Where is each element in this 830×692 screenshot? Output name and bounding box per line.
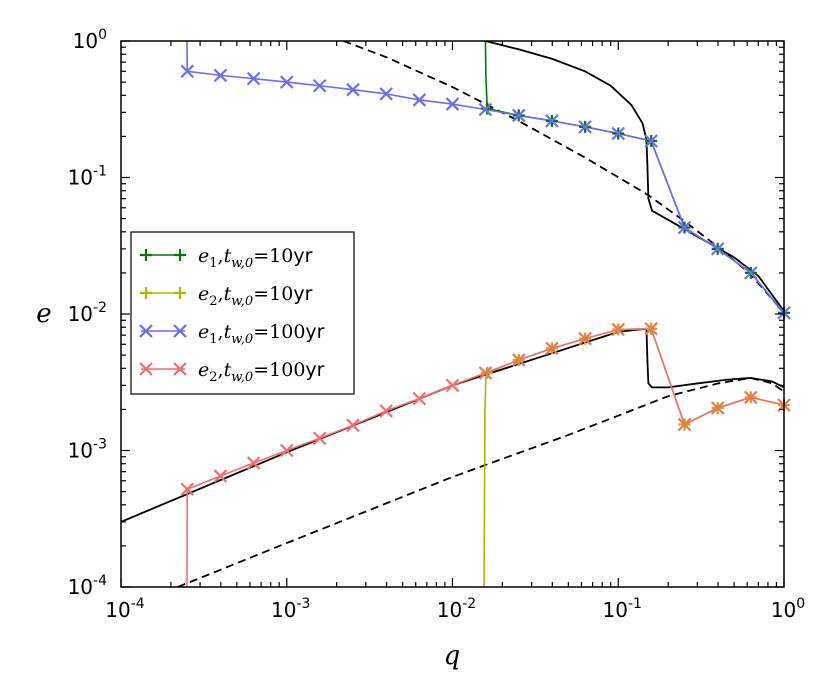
series-4-point [710, 401, 725, 415]
reference-curve-solid-lower [121, 327, 784, 523]
series-3-point [379, 87, 393, 101]
legend-entry-1: e1,tw,0=10yr [198, 245, 313, 271]
series-3-point [545, 114, 559, 128]
series-3-point [677, 220, 692, 235]
x-tick-label: 10-4 [105, 596, 145, 622]
legend-marker [174, 287, 186, 299]
x-tick-label: 10-1 [603, 596, 642, 622]
series-3-point [511, 108, 526, 123]
x-tick-label: 10-3 [271, 596, 310, 622]
series-4-point [578, 331, 592, 346]
series-3-point [644, 134, 658, 148]
legend-entry-4: e2,tw,0=100yr [198, 359, 325, 385]
x-tick-label: 10-2 [437, 596, 476, 622]
legend-marker [139, 362, 153, 376]
legend-marker [139, 324, 153, 338]
y-tick-label: 10-4 [68, 573, 108, 599]
tick-labels: 10-4 10-3 10-2 10-1 100 10-4 10-3 10-2 10-1 100 [68, 27, 806, 622]
series-3-point [279, 75, 294, 89]
series-3-point [478, 102, 493, 117]
series-3-point [346, 82, 360, 97]
series-line-4 [186, 327, 784, 587]
series-4-point [180, 482, 195, 497]
series-3-point [710, 242, 725, 256]
legend: e1,tw,0=10yr e2,tw,0=10yr e1,tw,0=100yr e2,… [130, 231, 355, 395]
legend-marker [140, 249, 152, 261]
series-4-point [312, 431, 327, 446]
series-4-point [545, 341, 559, 356]
series-4-point [611, 322, 626, 337]
legend-entry-3: e1,tw,0=100yr [198, 321, 325, 347]
series-4-point [511, 353, 526, 367]
legend-entry-2: e2,tw,0=10yr [198, 283, 313, 309]
legend-marker [173, 324, 187, 338]
series-4-point [412, 391, 427, 406]
series-4-point [213, 469, 228, 483]
series-4-point [744, 390, 758, 405]
series-3-point [445, 97, 460, 111]
y-axis-label: e [36, 299, 51, 329]
series-3-point [578, 120, 592, 134]
series-markers [180, 64, 791, 497]
y-tick-label: 100 [73, 27, 107, 53]
series-3-point [611, 126, 626, 141]
y-tick-label: 10-1 [68, 164, 107, 190]
legend-marker [174, 249, 186, 261]
series-3-point [213, 68, 228, 83]
legend-marker [173, 362, 187, 376]
series-4-point [246, 456, 261, 470]
x-axis-label: q [444, 641, 461, 671]
reference-curve-dashed-upper [343, 41, 784, 314]
plot-frame [120, 40, 785, 588]
series-4-point [644, 321, 658, 336]
series-4-point [379, 404, 393, 418]
reference-curve-dashed-lower [177, 377, 784, 587]
series-3-point [312, 78, 327, 93]
y-tick-label: 10-3 [68, 437, 107, 463]
axis-ticks [120, 40, 785, 588]
x-tick-label: 100 [771, 596, 805, 622]
series-2-point [481, 366, 494, 379]
series-4-point [677, 417, 692, 432]
series-4-point [346, 418, 360, 433]
legend-box [130, 231, 355, 395]
legend-marker [140, 287, 152, 299]
series-3-point [412, 93, 427, 107]
series-3-point [744, 266, 758, 280]
y-tick-label: 10-2 [68, 300, 107, 326]
series-3-point [180, 64, 195, 79]
series-4-point [445, 378, 460, 393]
series-3-point [246, 71, 261, 86]
series-line-3 [186, 41, 784, 314]
series-4-point [279, 443, 294, 458]
series-4-point [478, 366, 493, 380]
